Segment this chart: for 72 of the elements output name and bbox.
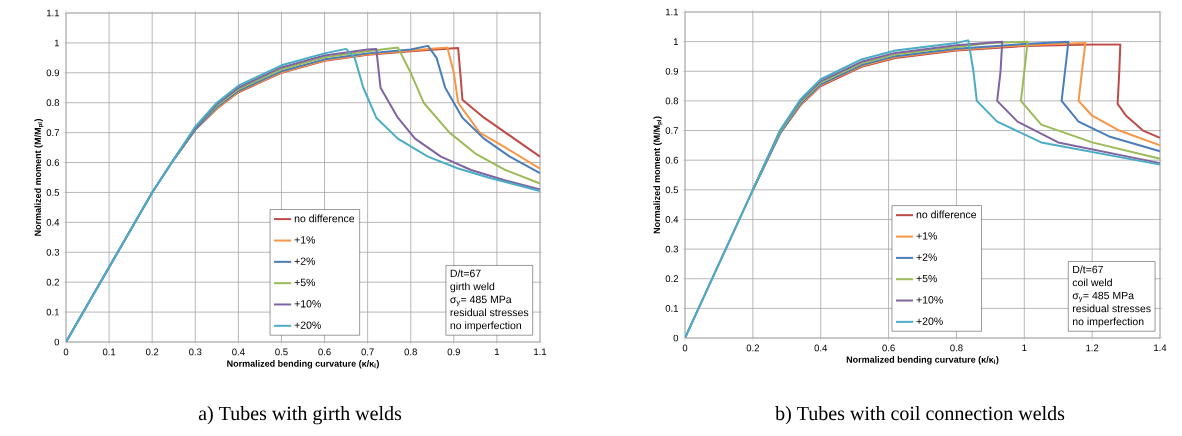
y-tick-label: 0.6 xyxy=(46,159,60,166)
x-tick-label: 0.6 xyxy=(318,348,331,356)
x-tick-label: 0.2 xyxy=(746,344,759,352)
y-tick-label: 0 xyxy=(673,334,679,342)
legend-label: +2% xyxy=(916,253,937,261)
legend-label: +1% xyxy=(294,236,316,244)
annotation: residual stresses xyxy=(1072,304,1151,313)
x-tick-label: 0.6 xyxy=(882,344,895,352)
y-tick-label: 0.1 xyxy=(46,308,59,316)
y-tick-label: 0.1 xyxy=(665,305,679,312)
y-tick-label: 0.9 xyxy=(46,69,60,77)
legend-label: +10% xyxy=(294,300,321,308)
y-tick-label: 1.1 xyxy=(46,9,59,17)
x-tick-label: 1 xyxy=(495,348,500,356)
y-tick-label: 0.4 xyxy=(46,219,60,226)
legend-label: +1% xyxy=(916,232,937,240)
legend-label: +20% xyxy=(294,321,321,329)
y-tick-label: 1.1 xyxy=(665,8,679,16)
y-tick-label: 0.8 xyxy=(46,99,60,107)
y-tick-label: 0.7 xyxy=(665,127,679,134)
x-tick-label: 0.7 xyxy=(361,348,374,356)
x-tick-label: 0.8 xyxy=(950,344,963,352)
y-tick-label: 0 xyxy=(54,338,60,346)
x-tick-label: 1.4 xyxy=(1154,344,1167,352)
legend-label: +20% xyxy=(916,317,943,325)
legend-label: +2% xyxy=(294,257,316,265)
x-axis-title: Normalized bending curvature (κ/κ$_{l}$) xyxy=(846,356,999,365)
x-tick-label: 0.9 xyxy=(447,348,460,356)
y-tick-label: 0.5 xyxy=(665,186,679,194)
x-tick-label: 0 xyxy=(682,344,688,352)
annotation: no imperfection xyxy=(450,321,522,332)
y-tick-label: 0.4 xyxy=(665,216,679,223)
y-axis-title: Normalized moment (M/M$_{pl}$) xyxy=(653,116,663,234)
y-tick-label: 0.5 xyxy=(46,189,60,196)
x-tick-label: 0.8 xyxy=(404,348,417,356)
x-tick-label: 0.4 xyxy=(814,344,828,352)
x-tick-label: 0.1 xyxy=(102,348,116,356)
y-axis-title: Normalized moment (M/M$_{pl}$) xyxy=(34,119,44,236)
legend-label: no difference xyxy=(294,214,355,223)
annotation: σ$_{y}$= 485 MPa xyxy=(1072,291,1134,303)
annotation: girth weld xyxy=(450,282,495,293)
y-tick-label: 1 xyxy=(54,39,59,47)
annotation: σ$_{y}$= 485 MPa xyxy=(450,295,512,307)
y-tick-label: 0.6 xyxy=(665,156,679,164)
x-tick-label: 1.1 xyxy=(534,348,547,356)
y-tick-label: 1 xyxy=(673,38,679,45)
annotation: D/t=67 xyxy=(1073,265,1103,274)
y-tick-label: 0.2 xyxy=(665,275,679,283)
annotation: no imperfection xyxy=(1072,317,1144,328)
y-tick-label: 0.2 xyxy=(46,278,59,286)
x-tick-label: 1.2 xyxy=(1086,344,1099,352)
text: a) Tubes with girth welds xyxy=(198,406,402,425)
legend-label: no difference xyxy=(916,210,977,219)
x-axis-title: Normalized bending curvature (κ/κ$_{l}$) xyxy=(227,360,379,369)
legend-label: +5% xyxy=(916,274,937,283)
annotation: D/t=67 xyxy=(450,269,481,278)
x-tick-label: 0.4 xyxy=(232,348,245,356)
x-tick-label: 1 xyxy=(1022,344,1027,352)
x-tick-label: 0 xyxy=(63,348,69,356)
text: b) Tubes with coil connection welds xyxy=(775,406,1065,425)
x-tick-label: 0.3 xyxy=(189,348,202,356)
annotation: residual stresses xyxy=(450,308,529,317)
annotation: coil weld xyxy=(1072,278,1112,287)
y-tick-label: 0.8 xyxy=(665,97,679,105)
y-tick-label: 0.9 xyxy=(665,67,679,75)
y-tick-label: 0.3 xyxy=(46,248,60,256)
y-tick-label: 0.3 xyxy=(665,245,679,253)
legend-label: +10% xyxy=(916,296,943,304)
legend-label: +5% xyxy=(294,278,316,287)
x-tick-label: 0.5 xyxy=(275,348,288,356)
x-tick-label: 0.2 xyxy=(145,348,159,356)
y-tick-label: 0.7 xyxy=(46,129,59,136)
